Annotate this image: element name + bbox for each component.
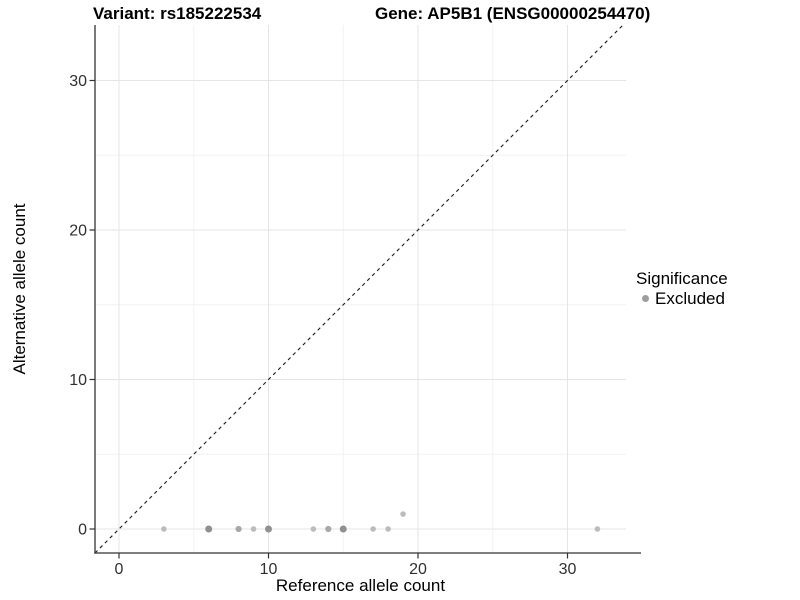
- legend-title: Significance: [636, 269, 728, 288]
- data-point: [161, 526, 167, 532]
- data-point: [310, 526, 317, 532]
- data-point: [235, 525, 242, 533]
- data-point: [250, 526, 257, 532]
- legend-item-label: Excluded: [655, 289, 725, 308]
- x-axis-title: Reference allele count: [275, 576, 446, 595]
- data-point: [325, 525, 332, 533]
- y-tick-label: 10: [69, 372, 87, 389]
- plot-title-variant: Variant: rs185222534: [93, 4, 262, 23]
- data-point: [385, 526, 391, 532]
- y-tick-label: 20: [69, 223, 87, 240]
- x-tick-label: 10: [260, 561, 278, 578]
- x-tick-label: 30: [559, 561, 577, 578]
- legend-point-icon: [642, 295, 649, 302]
- data-point: [205, 525, 213, 533]
- x-tick-label: 20: [409, 561, 427, 578]
- identity-dashed-line: [94, 24, 624, 554]
- y-tick-label: 30: [69, 73, 87, 90]
- data-point: [594, 526, 601, 532]
- y-axis-title: Alternative allele count: [10, 203, 29, 375]
- data-point: [400, 511, 406, 517]
- data-point: [370, 526, 376, 532]
- x-tick-label: 0: [115, 561, 124, 578]
- y-tick-label: 0: [78, 522, 87, 539]
- data-point: [339, 525, 347, 533]
- legend-item-excluded: Excluded: [636, 289, 796, 308]
- legend: Significance Excluded: [636, 269, 796, 308]
- data-point: [265, 525, 272, 533]
- plot-title-gene: Gene: AP5B1 (ENSG00000254470): [375, 4, 651, 23]
